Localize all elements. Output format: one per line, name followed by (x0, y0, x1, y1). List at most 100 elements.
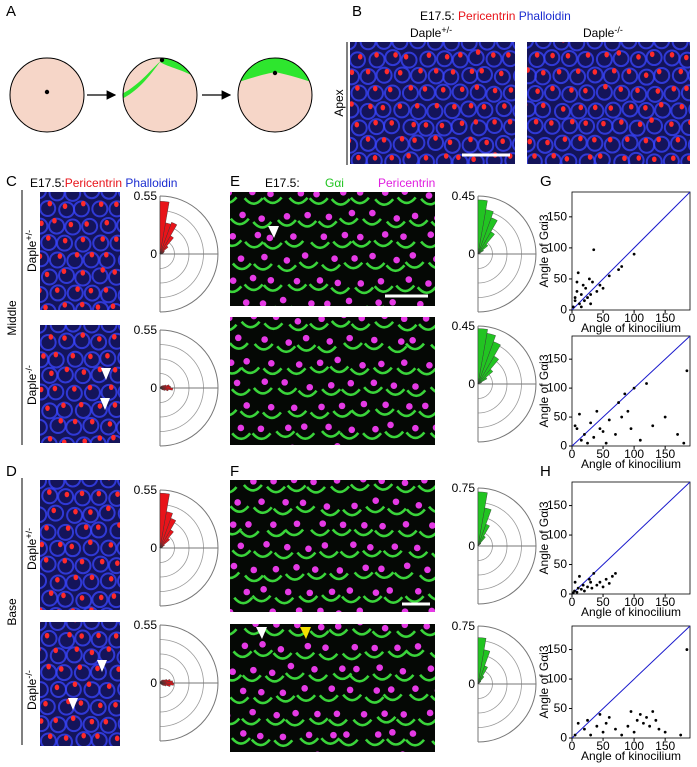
centrosome (339, 521, 347, 529)
centrosome (326, 338, 334, 345)
gene: Daple (25, 240, 39, 272)
centrosome (350, 172, 355, 178)
cell-outline (501, 50, 515, 68)
centrosome (669, 52, 675, 58)
centrosome (305, 731, 313, 739)
crescent (287, 453, 305, 459)
centrosome (106, 646, 112, 652)
centrosome (394, 644, 401, 652)
centrosome (400, 359, 408, 367)
centrosome (518, 171, 523, 177)
centrosome (86, 681, 92, 688)
centrosome (411, 212, 419, 220)
centrosome (658, 101, 664, 108)
point (610, 574, 614, 578)
centrosome (517, 103, 522, 109)
cell-outline (40, 646, 48, 664)
centrosome (89, 418, 95, 425)
cell-outline (383, 84, 401, 102)
centrosome (418, 68, 423, 74)
centrosome (427, 231, 435, 239)
centrosome (40, 287, 42, 294)
centrosome (305, 545, 312, 553)
crescent (396, 367, 417, 375)
crescent (252, 550, 273, 559)
rose-plot: 0.75 0 (452, 481, 537, 605)
centrosome (372, 155, 378, 161)
crescent (230, 408, 238, 417)
cell-outline (73, 489, 91, 507)
centrosome (473, 119, 479, 125)
crescent (264, 628, 285, 637)
centrosome (83, 524, 89, 530)
centrosome (254, 231, 262, 239)
crescent (372, 673, 393, 681)
y-tick-label: 50 (554, 271, 568, 285)
point (607, 418, 611, 422)
centrosome (425, 192, 433, 199)
centrosome (427, 665, 435, 672)
centrosome (108, 542, 114, 548)
centrosome (378, 565, 385, 573)
centrosome (230, 233, 237, 240)
centrosome (425, 280, 432, 287)
cell-outline (359, 171, 374, 186)
centrosome (117, 522, 120, 528)
centrosome (440, 733, 447, 740)
centrosome (550, 85, 555, 92)
cell-outline (485, 85, 503, 103)
centrosome (678, 68, 684, 75)
cell-outline (478, 42, 496, 51)
centrosome (283, 257, 291, 264)
centrosome (89, 607, 94, 610)
point (607, 581, 611, 585)
centrosome (343, 731, 350, 738)
crescent (418, 760, 436, 766)
centrosome (317, 624, 325, 631)
crescent (231, 549, 252, 558)
centrosome (369, 209, 376, 217)
centrosome (626, 68, 632, 75)
crescent (252, 696, 273, 705)
centrosome (72, 386, 77, 392)
centrosome (387, 686, 395, 693)
rose-wedge (477, 199, 488, 255)
centrosome (293, 520, 301, 528)
crescent (394, 674, 415, 682)
centrosome (401, 480, 409, 487)
centrosome (52, 385, 58, 392)
crescent (453, 221, 471, 227)
centrosome (443, 609, 450, 616)
crescent (230, 571, 241, 580)
centrosome (96, 490, 102, 497)
centrosome (313, 192, 320, 198)
centrosome (48, 590, 54, 596)
micrograph (40, 192, 120, 310)
crescent (364, 738, 385, 747)
point (583, 589, 586, 593)
centrosome (89, 574, 95, 581)
centrosome (507, 118, 513, 125)
centrosome (446, 665, 453, 672)
x-tick-label: 50 (596, 447, 610, 461)
cell-outline (72, 200, 90, 218)
cell-outline (68, 607, 81, 610)
stain: Phalloidin (519, 9, 571, 23)
centrosome (44, 525, 49, 531)
crescent (241, 717, 262, 726)
crescent (243, 283, 264, 292)
point (571, 305, 575, 309)
centrosome (435, 499, 442, 506)
region-label: Base (5, 598, 19, 626)
centrosome (381, 231, 389, 238)
centrosome (393, 52, 398, 58)
centrosome (356, 154, 361, 161)
cell-outline (40, 555, 57, 573)
cell-outline (375, 42, 393, 50)
centrosome (450, 69, 456, 75)
crescent (252, 221, 273, 229)
crescent (316, 345, 337, 354)
cell-outline (578, 117, 596, 135)
arrowhead (68, 698, 78, 710)
